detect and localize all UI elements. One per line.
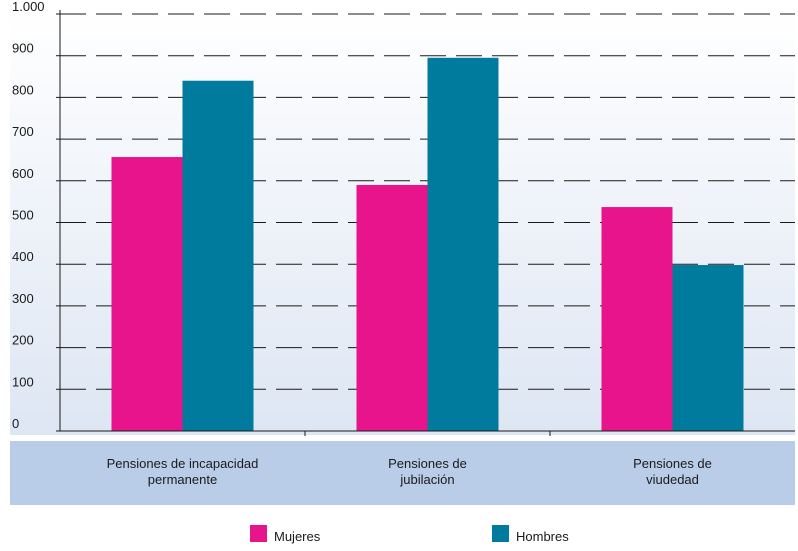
y-tick-label: 400 — [12, 249, 34, 264]
category-labels: Pensiones de incapacidad permanentePensio… — [107, 456, 712, 487]
bar-mujeres-1 — [356, 184, 428, 431]
category-label-band — [10, 441, 795, 505]
y-tick-label: 0 — [12, 416, 19, 431]
category-label-line: jubilación — [399, 472, 454, 487]
y-tick-label: 700 — [12, 124, 34, 139]
y-tick-label: 200 — [12, 333, 34, 348]
category-label-line: Pensiones de — [633, 456, 712, 471]
category-label: Pensiones de jubilación — [388, 456, 467, 487]
bar-mujeres-2 — [601, 207, 673, 431]
category-label: Pensiones de viudedad — [633, 456, 712, 487]
category-label-line: Pensiones de incapacidad — [107, 456, 259, 471]
y-tick-label: 900 — [12, 41, 34, 56]
bars — [111, 57, 744, 431]
y-tick-label: 100 — [12, 374, 34, 389]
legend-label-hombres: Hombres — [516, 529, 569, 544]
legend-swatch-hombres — [492, 525, 509, 542]
category-label-line: permanente — [148, 472, 217, 487]
legend-label-mujeres: Mujeres — [274, 529, 321, 544]
axes — [59, 10, 795, 436]
y-tick-labels: 0 100 200 300 400 500 600 700 800 900 1.000 — [12, 0, 45, 431]
y-tick-label: 600 — [12, 166, 34, 181]
y-tick-label: 300 — [12, 291, 34, 306]
bar-mujeres-0 — [111, 157, 183, 431]
category-label-line: Pensiones de — [388, 456, 467, 471]
category-label-line: viudedad — [646, 472, 699, 487]
legend-swatch-mujeres — [250, 525, 267, 542]
bar-hombres-1 — [427, 57, 499, 431]
category-label: Pensiones de incapacidad permanente — [107, 456, 259, 487]
bar-hombres-2 — [672, 265, 744, 431]
legend: Mujeres Hombres — [250, 525, 569, 544]
y-tick-label: 800 — [12, 82, 34, 97]
bar-hombres-0 — [182, 80, 254, 431]
y-tick-label: 1.000 — [12, 0, 45, 14]
y-tick-label: 500 — [12, 208, 34, 223]
